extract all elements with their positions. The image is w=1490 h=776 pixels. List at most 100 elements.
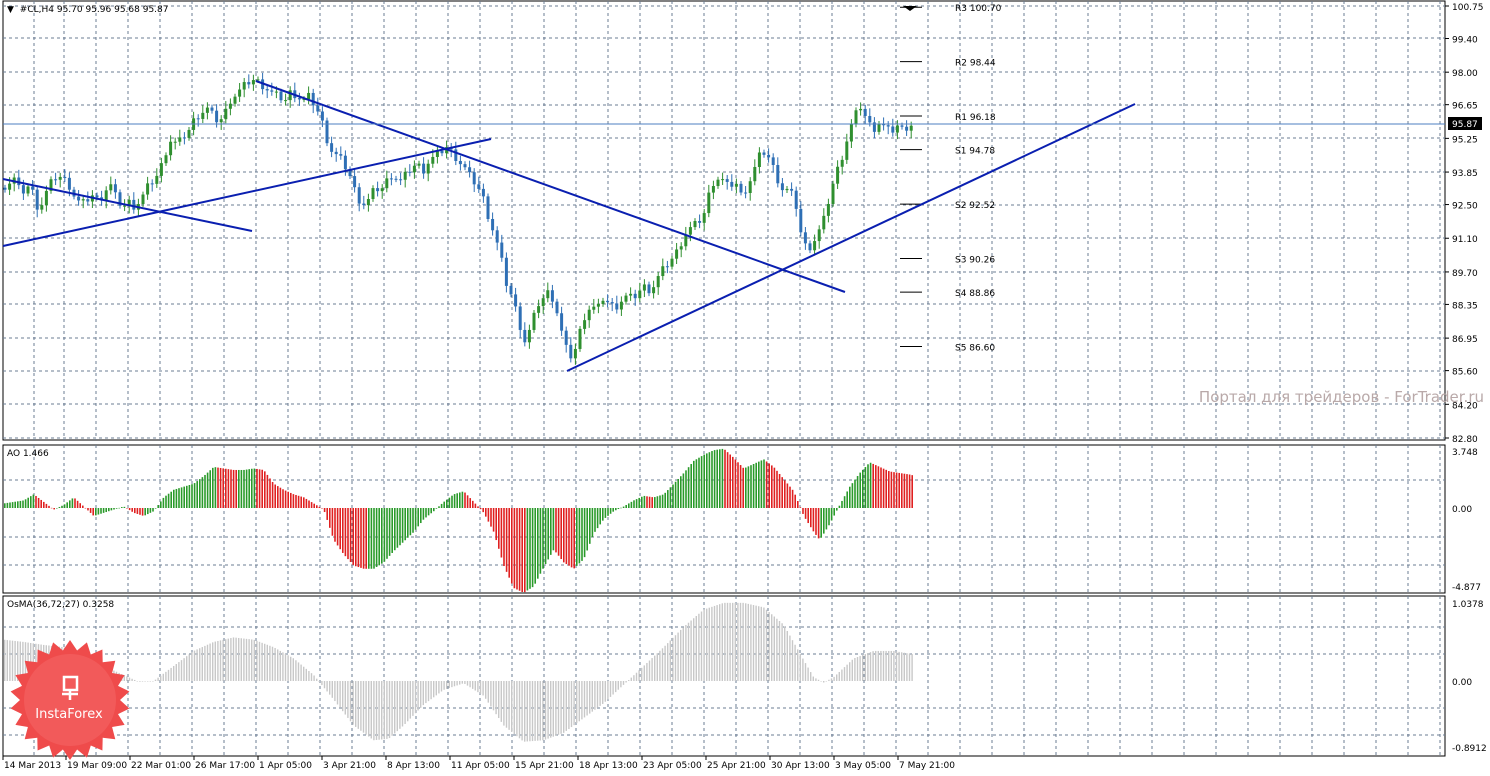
price-tick-label: 82.80: [1452, 435, 1478, 445]
ao-bar: [737, 462, 739, 508]
osma-bar: [277, 649, 279, 681]
ao-bar: [139, 508, 141, 515]
osma-bar: [893, 650, 895, 681]
osma-bar: [885, 650, 887, 681]
ao-bar: [199, 479, 201, 508]
trendlines[interactable]: [2, 80, 1136, 372]
ao-bar: [420, 508, 422, 524]
candle-body: [376, 188, 380, 192]
candle-body: [854, 110, 858, 125]
candle-body: [629, 293, 633, 296]
ao-bar: [895, 472, 898, 508]
osma-bar: [763, 607, 765, 681]
osma-bar: [513, 681, 515, 735]
pivot-levels: R3 100.70 R2 98.44 R1 96.18 S1 94.78 S2 92.5…: [900, 4, 1002, 354]
ao-bar: [903, 473, 906, 508]
ao-bar: [867, 464, 869, 508]
ao-bar: [100, 508, 102, 514]
osma-bar: [17, 641, 19, 681]
time-tick-label: 19 Mar 09:00: [67, 761, 127, 771]
ao-bar: [581, 508, 583, 561]
ao-bar: [778, 473, 781, 508]
candle-body: [403, 171, 407, 180]
main-price-panel[interactable]: [2, 0, 1446, 441]
instaforex-logo: InstaForex: [10, 640, 130, 760]
osma-bar: [750, 604, 752, 681]
osma-bar: [836, 674, 838, 681]
ao-bar: [35, 495, 37, 508]
ao-bar: [560, 508, 562, 560]
ao-bar: [477, 506, 479, 508]
ao-bar: [225, 468, 227, 508]
osma-bar: [204, 645, 206, 681]
trendline-rising-support[interactable]: [566, 103, 1136, 372]
osma-bar: [581, 681, 583, 720]
ao-bar: [373, 508, 375, 569]
ao-bar: [682, 473, 685, 508]
osma-bar: [877, 650, 879, 681]
ao-bar: [378, 508, 380, 566]
ao-bar: [888, 471, 890, 508]
ao-bar: [43, 501, 45, 508]
trendline-falling-main[interactable]: [255, 80, 846, 293]
ao-bar: [430, 508, 432, 514]
osma-bar: [123, 675, 125, 681]
ao-bar: [578, 508, 581, 564]
ao-bar: [316, 505, 318, 508]
osma-bar: [310, 673, 313, 681]
ao-bar: [862, 469, 864, 508]
ao-bar: [719, 449, 721, 508]
osma-bar: [602, 681, 604, 704]
osma-bar: [550, 681, 552, 738]
osma-bar: [578, 681, 580, 722]
candle-body: [785, 188, 789, 191]
ao-bar: [511, 508, 513, 584]
candle-body: [178, 137, 182, 142]
ao-bar: [906, 474, 908, 508]
ao-bar: [331, 508, 334, 536]
time-tick-label: 23 Apr 05:00: [643, 761, 702, 771]
osma-bar: [134, 679, 136, 681]
candle-body: [514, 294, 518, 307]
candle-body: [491, 218, 495, 231]
ao-bar: [869, 462, 872, 508]
osma-bar: [555, 681, 557, 736]
ao-bar: [368, 508, 370, 569]
osma-bar: [815, 678, 817, 681]
ao-bar: [134, 508, 136, 514]
ao-bar: [638, 497, 640, 508]
ao-bar: [474, 503, 477, 508]
ao-bar: [596, 508, 599, 529]
osma-bar: [687, 622, 690, 681]
osma-bar: [342, 681, 344, 712]
osma-bar: [630, 677, 632, 681]
trendline-rising-early[interactable]: [2, 138, 492, 247]
trendline-falling-early[interactable]: [2, 178, 253, 232]
candle-body: [652, 287, 656, 294]
pivot-level-label: S2 92.52: [955, 201, 995, 211]
ao-panel[interactable]: [2, 444, 1446, 594]
osma-bar: [407, 681, 409, 722]
ao-bar: [760, 460, 763, 508]
osma-bar: [781, 623, 783, 681]
ao-bar: [882, 468, 885, 508]
osma-bar: [464, 681, 466, 684]
ao-bar: [693, 460, 695, 508]
chart-shift-marker-icon[interactable]: [903, 6, 917, 11]
ao-bar: [95, 508, 97, 516]
osma-bar: [531, 681, 534, 742]
ao-bar: [794, 494, 796, 508]
osma-bar: [420, 681, 422, 708]
osma-panel[interactable]: [2, 595, 1446, 757]
ao-bar: [872, 463, 874, 508]
osma-bar: [724, 602, 726, 681]
osma-bar: [583, 681, 586, 718]
osma-bar: [305, 668, 307, 681]
candle-body: [486, 196, 490, 219]
ao-bar: [105, 508, 107, 513]
ao-bar: [825, 508, 828, 530]
dropdown-arrow-icon[interactable]: ▼: [7, 5, 14, 15]
osma-bar: [786, 630, 788, 681]
ao-bar: [425, 508, 427, 518]
